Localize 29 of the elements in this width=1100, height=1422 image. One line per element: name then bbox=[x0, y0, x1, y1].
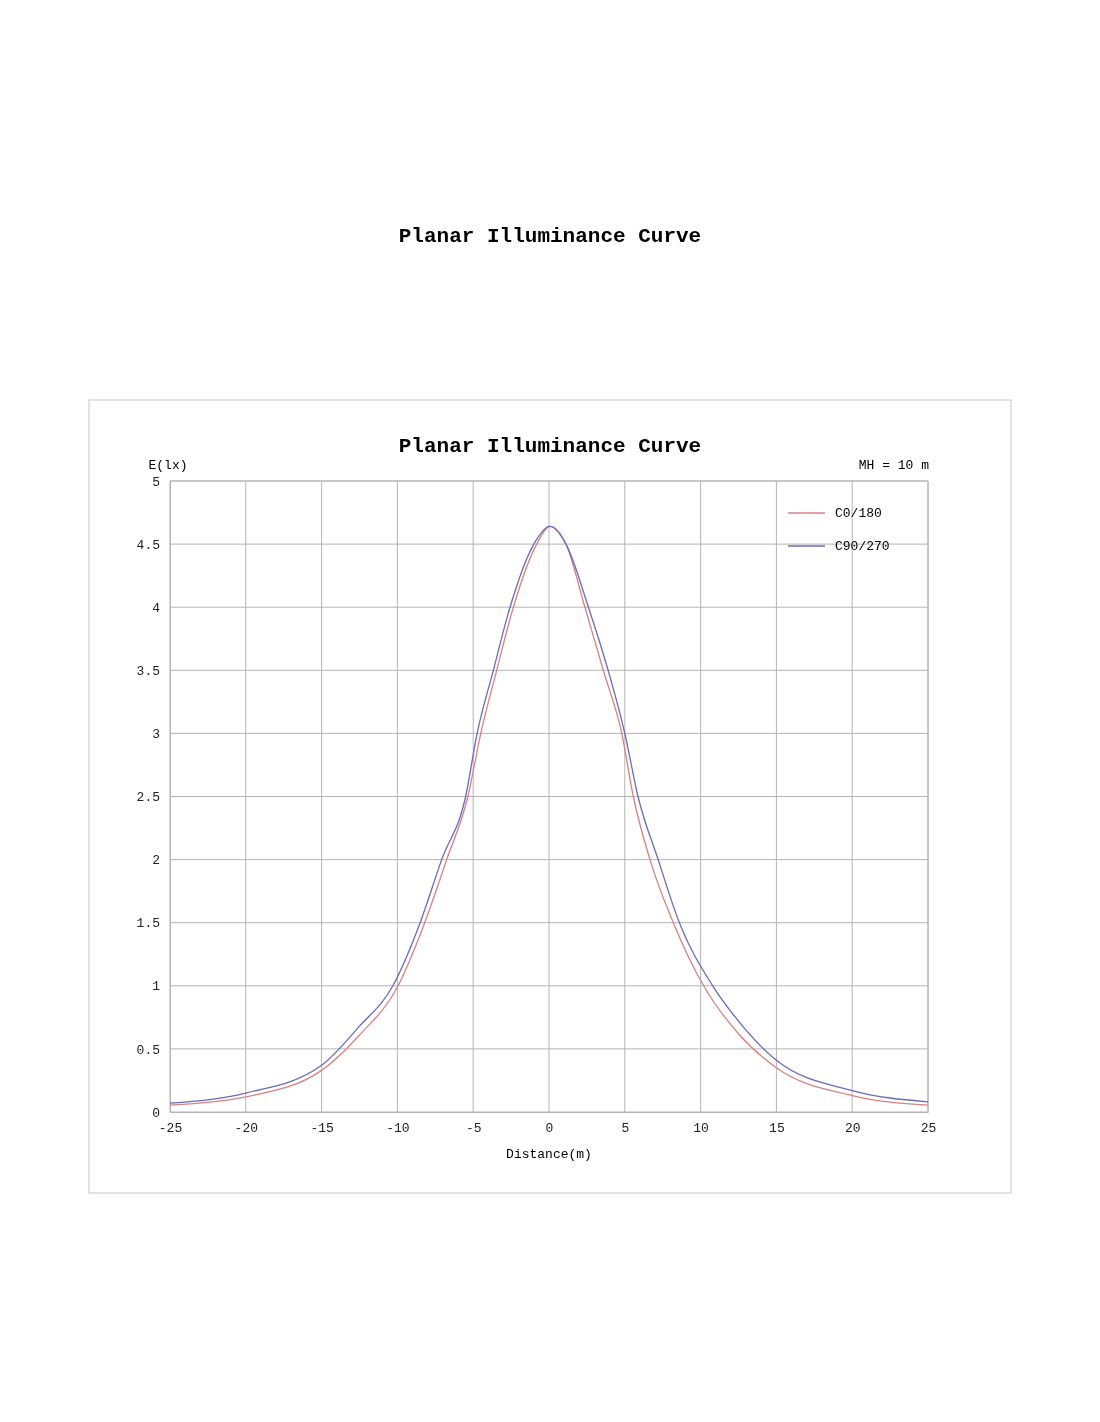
y-axis-title: E(lx) bbox=[148, 458, 188, 473]
x-tick-label: 20 bbox=[844, 1121, 861, 1137]
chart-title: Planar Illuminance Curve bbox=[398, 435, 702, 458]
x-tick-label: -5 bbox=[465, 1121, 482, 1137]
y-tick-label: 3.5 bbox=[136, 663, 160, 679]
x-tick-label: -20 bbox=[234, 1121, 258, 1137]
y-tick-label: 1.5 bbox=[136, 916, 160, 932]
y-tick-label: 0.5 bbox=[136, 1042, 160, 1058]
x-tick-label: 0 bbox=[545, 1121, 554, 1137]
y-tick-label: 1 bbox=[152, 979, 161, 995]
x-tick-label: -10 bbox=[386, 1121, 410, 1137]
x-tick-label: 5 bbox=[621, 1121, 630, 1137]
legend-label: C90/270 bbox=[835, 539, 890, 554]
x-tick-label: 25 bbox=[920, 1121, 937, 1137]
y-tick-label: 2.5 bbox=[136, 790, 160, 806]
x-axis-title: Distance(m) bbox=[506, 1147, 592, 1162]
x-tick-label: -25 bbox=[158, 1121, 183, 1137]
x-tick-label: 15 bbox=[769, 1121, 785, 1137]
y-tick-label: 4 bbox=[152, 600, 161, 616]
legend-label: C0/180 bbox=[835, 506, 882, 521]
text: MH = 10 m bbox=[858, 458, 930, 473]
x-tick-label: -15 bbox=[310, 1121, 334, 1137]
y-tick-label: 5 bbox=[152, 474, 160, 490]
text: Planar Illuminance Curve bbox=[398, 225, 702, 248]
y-tick-label: 3 bbox=[152, 727, 160, 743]
y-tick-label: 4.5 bbox=[136, 537, 160, 553]
x-tick-label: 10 bbox=[693, 1121, 709, 1137]
y-tick-label: 2 bbox=[152, 853, 160, 869]
y-tick-label: 0 bbox=[152, 1105, 160, 1121]
